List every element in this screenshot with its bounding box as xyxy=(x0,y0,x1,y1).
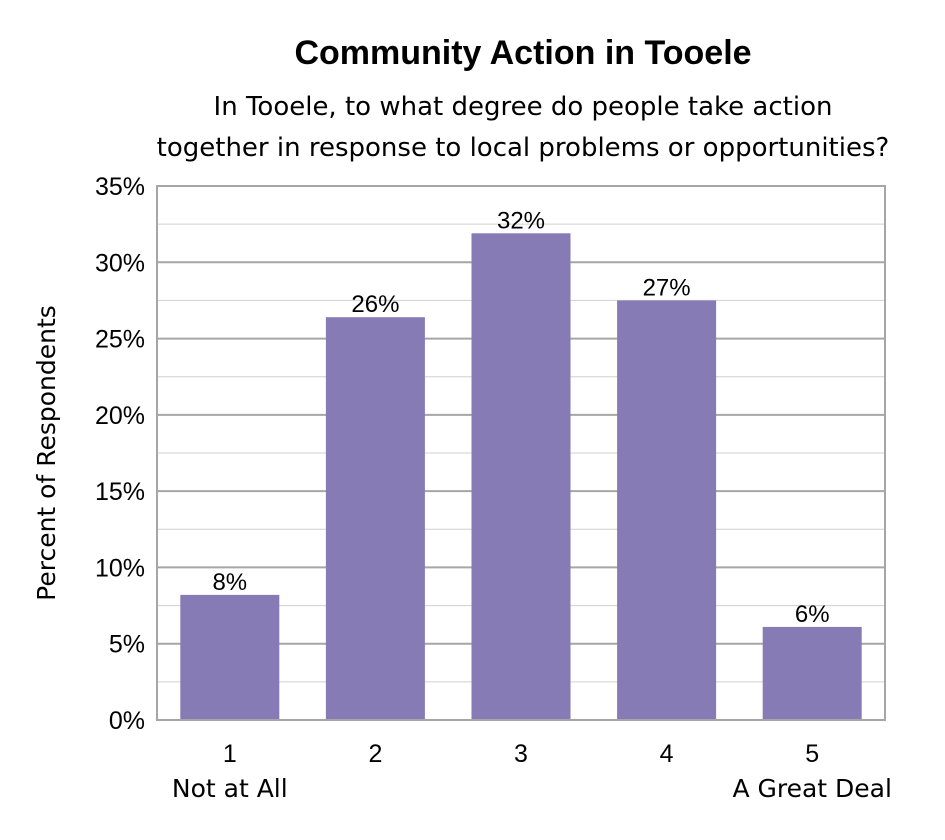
data-label-4: 27% xyxy=(643,274,691,301)
plot-area-border xyxy=(156,185,886,721)
chart-subtitle-line-1: In Tooele, to what degree do people take… xyxy=(214,92,833,122)
y-tick-label: 30% xyxy=(95,249,145,277)
data-labels: 8% 26% 32% 27% 6% xyxy=(212,207,829,628)
data-label-5: 6% xyxy=(795,601,830,628)
y-tick-label: 0% xyxy=(109,707,145,735)
data-label-3: 32% xyxy=(497,207,545,234)
chart-title: Community Action in Tooele xyxy=(294,34,751,72)
y-axis-label: Percent of Respondents xyxy=(32,305,61,601)
bars xyxy=(180,233,862,720)
x-tick-label-5: 5 xyxy=(805,740,819,768)
x-tick-label-2: 2 xyxy=(368,740,382,768)
bar-4 xyxy=(617,300,717,720)
bar-5 xyxy=(762,626,862,720)
data-label-2: 26% xyxy=(351,291,399,318)
x-tick-label-3: 3 xyxy=(514,740,528,768)
bar-2 xyxy=(325,317,425,720)
chart-subtitle-line-2: together in response to local problems o… xyxy=(157,133,890,163)
y-tick-label: 5% xyxy=(109,631,145,659)
x-tick-label-1: 1 xyxy=(223,740,237,768)
x-tick-label-4: 4 xyxy=(660,740,674,768)
bar-3 xyxy=(471,233,571,720)
y-tick-label: 20% xyxy=(95,402,145,430)
x-tick-sublabel-1: Not at All xyxy=(172,774,288,803)
y-tick-label: 10% xyxy=(95,554,145,582)
data-label-1: 8% xyxy=(212,569,247,596)
y-tick-label: 35% xyxy=(95,173,145,201)
x-axis-ticks: 1 Not at All 2 3 4 5 A Great Deal xyxy=(172,740,892,803)
y-tick-label: 15% xyxy=(95,478,145,506)
bar-1 xyxy=(180,594,280,720)
x-tick-sublabel-5: A Great Deal xyxy=(732,774,892,803)
y-tick-label: 25% xyxy=(95,326,145,354)
y-axis-ticks: 0% 5% 10% 15% 20% 25% 30% 35% xyxy=(95,173,145,735)
